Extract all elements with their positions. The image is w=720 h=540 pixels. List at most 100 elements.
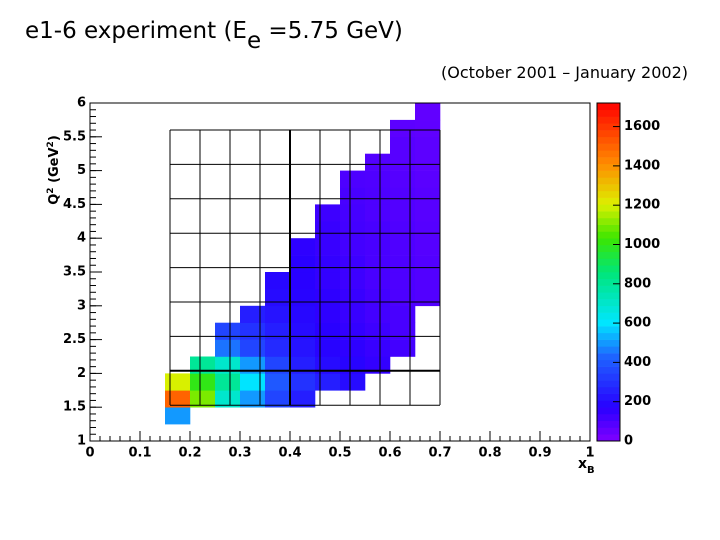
heat-cell <box>265 339 291 357</box>
heat-cell <box>415 272 441 290</box>
heat-cell <box>415 204 441 222</box>
heat-cell <box>365 221 391 239</box>
color-bar-step <box>597 373 620 381</box>
color-bar-label: 200 <box>624 394 651 409</box>
color-bar-step <box>597 103 620 111</box>
color-bar-step <box>597 278 620 286</box>
heat-cell <box>365 153 391 171</box>
heat-cell <box>215 322 241 340</box>
color-bar-step <box>597 332 620 340</box>
heat-cell <box>340 356 366 374</box>
heat-cell <box>340 170 366 188</box>
color-bar-step <box>597 258 620 266</box>
heat-cell <box>390 187 416 205</box>
y-tick-label: 5.5 <box>63 129 86 144</box>
heat-cell <box>390 221 416 239</box>
x-tick-label: 0.2 <box>178 446 201 461</box>
heat-cell <box>415 119 441 138</box>
color-bar-step <box>597 427 620 435</box>
heat-cell <box>265 288 291 307</box>
heat-cell <box>415 288 441 307</box>
heat-cell <box>315 373 341 391</box>
color-bar-label: 1400 <box>624 158 660 173</box>
heat-cell <box>340 204 366 222</box>
x-tick-label: 0.3 <box>228 446 251 461</box>
color-bar-step <box>597 400 620 408</box>
heat-cell <box>340 322 366 340</box>
heat-cell <box>190 390 216 408</box>
heat-cell <box>390 238 416 256</box>
x-tick-label: 0.7 <box>428 446 451 461</box>
color-bar-step <box>597 143 620 151</box>
heat-cell <box>315 255 341 273</box>
heat-cell <box>415 255 441 273</box>
color-bar-step <box>597 420 620 428</box>
heat-cell <box>365 288 391 307</box>
color-bar-step <box>597 299 620 307</box>
color-bar-step <box>597 109 620 117</box>
y-axis-label: Q2 (GeV2) <box>46 135 62 205</box>
color-bar-label: 1200 <box>624 198 660 213</box>
heat-cell <box>365 255 391 273</box>
color-bar-step <box>597 170 620 178</box>
heat-cell <box>315 322 341 340</box>
heat-cell <box>290 373 316 391</box>
heat-cell <box>315 204 341 222</box>
heat-cell <box>340 255 366 273</box>
heat-cell <box>340 272 366 290</box>
chart-title: e1-6 experiment (Ee =5.75 GeV) <box>25 18 403 54</box>
color-bar-step <box>597 407 620 415</box>
heat-cell <box>290 272 316 290</box>
color-bar-label: 1600 <box>624 119 660 134</box>
color-bar-step <box>597 177 620 185</box>
heat-cell <box>365 187 391 205</box>
heat-cell <box>290 339 316 357</box>
heat-cell <box>390 255 416 273</box>
color-bar-label: 800 <box>624 276 651 291</box>
color-bar-step <box>597 150 620 158</box>
heat-cell <box>265 390 291 408</box>
color-bar-step <box>597 305 620 313</box>
heat-cell <box>315 356 341 374</box>
color-bar-step <box>597 130 620 138</box>
heat-cell <box>390 288 416 307</box>
color-bar-step <box>597 353 620 361</box>
heat-cell <box>390 136 416 154</box>
color-bar-step <box>597 434 620 442</box>
color-bar-step <box>597 326 620 334</box>
heat-cell <box>290 305 316 323</box>
y-tick-label: 1.5 <box>63 400 86 415</box>
heat-cell <box>315 238 341 256</box>
color-bar-step <box>597 184 620 192</box>
y-tick-label: 2.5 <box>63 332 86 347</box>
color-bar-step <box>597 157 620 165</box>
heat-cell <box>240 390 266 408</box>
color-bar-frame <box>596 102 621 442</box>
color-bar-step <box>597 393 620 401</box>
heat-cell <box>240 339 266 357</box>
x-tick-label: 0.5 <box>328 446 351 461</box>
heat-cell <box>265 373 291 391</box>
heat-cell <box>390 153 416 171</box>
heat-cell <box>265 356 291 374</box>
heat-cell <box>165 390 191 408</box>
color-bar-step <box>597 312 620 320</box>
color-bar-step <box>597 319 620 327</box>
color-bar-step <box>597 190 620 198</box>
heat-cell <box>265 305 291 323</box>
color-bar-step <box>597 265 620 273</box>
color-bar-step <box>597 163 620 171</box>
y-tick-label: 2 <box>77 366 86 381</box>
heat-cell <box>390 305 416 323</box>
color-bar-step <box>597 244 620 253</box>
color-bar-step <box>597 217 620 225</box>
y-tick-label: 6 <box>77 96 86 111</box>
heat-cell <box>390 119 416 138</box>
color-bar-step <box>597 272 620 280</box>
heat-cell <box>240 322 266 340</box>
color-bar-step <box>597 136 620 144</box>
color-bar-step <box>597 123 620 131</box>
color-bar-step <box>597 231 620 239</box>
heat-cell <box>365 356 391 374</box>
